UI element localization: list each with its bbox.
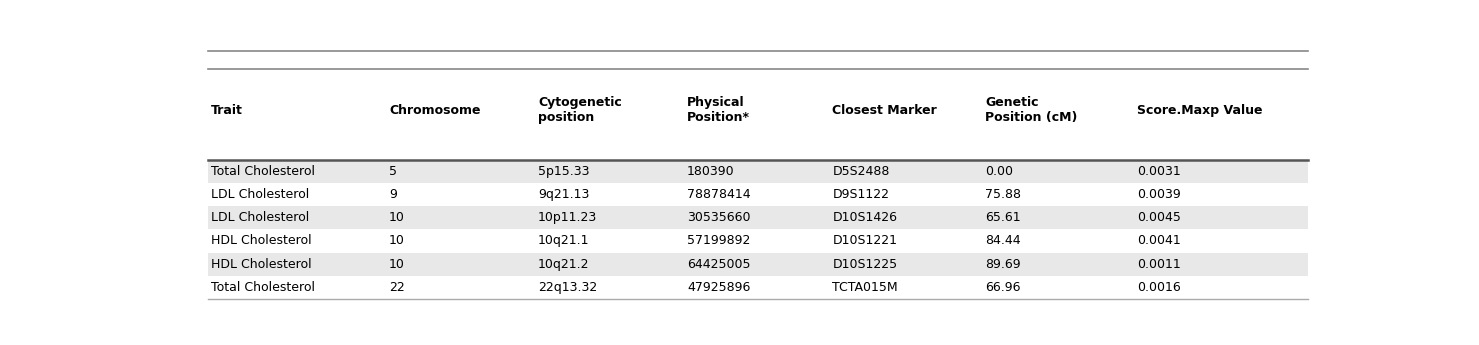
Bar: [207, 276, 1309, 299]
Text: D10S1221: D10S1221: [833, 235, 898, 247]
Bar: [207, 253, 1309, 276]
Text: 0.0031: 0.0031: [1137, 165, 1182, 178]
Text: D10S1225: D10S1225: [833, 258, 898, 271]
Text: Score.Maxp Value: Score.Maxp Value: [1137, 104, 1263, 117]
Text: 10: 10: [389, 258, 405, 271]
Text: 30535660: 30535660: [686, 211, 750, 224]
Text: 64425005: 64425005: [686, 258, 750, 271]
Text: 89.69: 89.69: [985, 258, 1021, 271]
Bar: [207, 183, 1309, 206]
Text: HDL Cholesterol: HDL Cholesterol: [211, 258, 312, 271]
Bar: [207, 206, 1309, 229]
Text: 10p11.23: 10p11.23: [538, 211, 598, 224]
Text: 0.0039: 0.0039: [1137, 188, 1182, 201]
Text: 10q21.1: 10q21.1: [538, 235, 590, 247]
Text: 10q21.2: 10q21.2: [538, 258, 590, 271]
Text: 22q13.32: 22q13.32: [538, 281, 598, 294]
Text: 0.0011: 0.0011: [1137, 258, 1182, 271]
Text: 84.44: 84.44: [985, 235, 1021, 247]
Text: 0.0045: 0.0045: [1137, 211, 1182, 224]
Text: LDL Cholesterol: LDL Cholesterol: [211, 188, 309, 201]
Text: 180390: 180390: [686, 165, 735, 178]
Bar: [207, 160, 1309, 183]
Text: 57199892: 57199892: [686, 235, 750, 247]
Text: 66.96: 66.96: [985, 281, 1021, 294]
Text: 22: 22: [389, 281, 405, 294]
Text: Physical
Position*: Physical Position*: [686, 97, 750, 125]
Text: D5S2488: D5S2488: [833, 165, 890, 178]
Text: 47925896: 47925896: [686, 281, 750, 294]
Text: Genetic
Position (cM): Genetic Position (cM): [985, 97, 1077, 125]
Text: 9q21.13: 9q21.13: [538, 188, 589, 201]
Text: 75.88: 75.88: [985, 188, 1021, 201]
Text: Total Cholesterol: Total Cholesterol: [211, 165, 315, 178]
Text: Trait: Trait: [211, 104, 243, 117]
Text: 10: 10: [389, 211, 405, 224]
Text: Closest Marker: Closest Marker: [833, 104, 938, 117]
Text: LDL Cholesterol: LDL Cholesterol: [211, 211, 309, 224]
Text: Cytogenetic
position: Cytogenetic position: [538, 97, 621, 125]
Text: 9: 9: [389, 188, 396, 201]
Text: 0.0016: 0.0016: [1137, 281, 1182, 294]
Text: 5p15.33: 5p15.33: [538, 165, 590, 178]
Text: 65.61: 65.61: [985, 211, 1021, 224]
Text: 0.0041: 0.0041: [1137, 235, 1182, 247]
Text: HDL Cholesterol: HDL Cholesterol: [211, 235, 312, 247]
Text: TCTA015M: TCTA015M: [833, 281, 898, 294]
Text: 5: 5: [389, 165, 396, 178]
Text: Chromosome: Chromosome: [389, 104, 481, 117]
Text: 78878414: 78878414: [686, 188, 750, 201]
Text: 10: 10: [389, 235, 405, 247]
Bar: [207, 229, 1309, 253]
Text: D10S1426: D10S1426: [833, 211, 898, 224]
Text: 0.00: 0.00: [985, 165, 1013, 178]
Text: D9S1122: D9S1122: [833, 188, 889, 201]
Text: Total Cholesterol: Total Cholesterol: [211, 281, 315, 294]
